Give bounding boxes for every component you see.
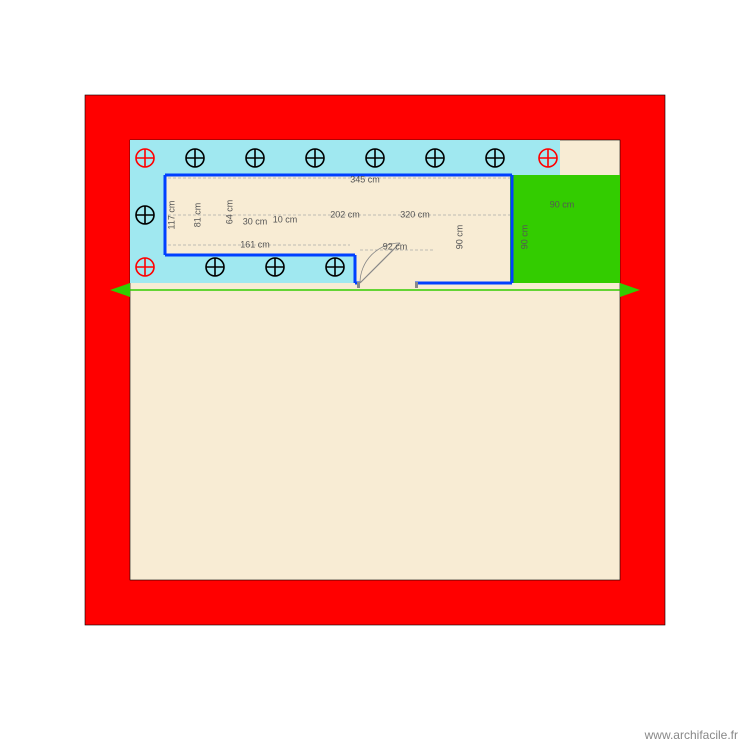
symbol-black-icon — [246, 149, 264, 167]
symbol-red-icon — [136, 149, 154, 167]
dimension-label: 202 cm — [330, 209, 360, 219]
dimension-label: 320 cm — [400, 209, 430, 219]
dimension-label: 10 cm — [273, 214, 298, 224]
symbol-black-icon — [136, 206, 154, 224]
dimension-label: 92 cm — [383, 241, 408, 251]
dimension-label: 90 cm — [454, 225, 464, 250]
symbol-red-icon — [136, 258, 154, 276]
dimension-label: 90 cm — [550, 199, 575, 209]
dimension-label: 117 cm — [166, 201, 176, 230]
floor-plan-canvas: 345 cm 320 cm 202 cm 161 cm 30 cm 10 cm 92 cm 1… — [0, 0, 750, 750]
symbol-black-icon — [486, 149, 504, 167]
symbol-black-icon — [206, 258, 224, 276]
dimension-label: 90 cm — [519, 225, 529, 250]
symbol-red-icon — [539, 149, 557, 167]
dimension-label: 345 cm — [350, 174, 380, 184]
watermark: www.archifacile.fr — [645, 728, 738, 742]
dimension-label: 30 cm — [243, 216, 268, 226]
symbol-black-icon — [186, 149, 204, 167]
symbol-black-icon — [366, 149, 384, 167]
symbol-black-icon — [426, 149, 444, 167]
symbol-black-icon — [326, 258, 344, 276]
dimension-label: 81 cm — [192, 203, 202, 228]
dimension-label: 161 cm — [240, 239, 270, 249]
symbol-black-icon — [266, 258, 284, 276]
dimension-label: 64 cm — [224, 200, 234, 225]
symbol-black-icon — [306, 149, 324, 167]
